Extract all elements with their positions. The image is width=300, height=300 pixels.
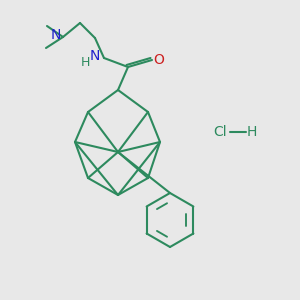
- Text: N: N: [90, 49, 100, 63]
- Text: H: H: [80, 56, 90, 70]
- Text: Cl: Cl: [213, 125, 227, 139]
- Text: N: N: [51, 28, 61, 42]
- Text: H: H: [247, 125, 257, 139]
- Text: O: O: [154, 53, 164, 67]
